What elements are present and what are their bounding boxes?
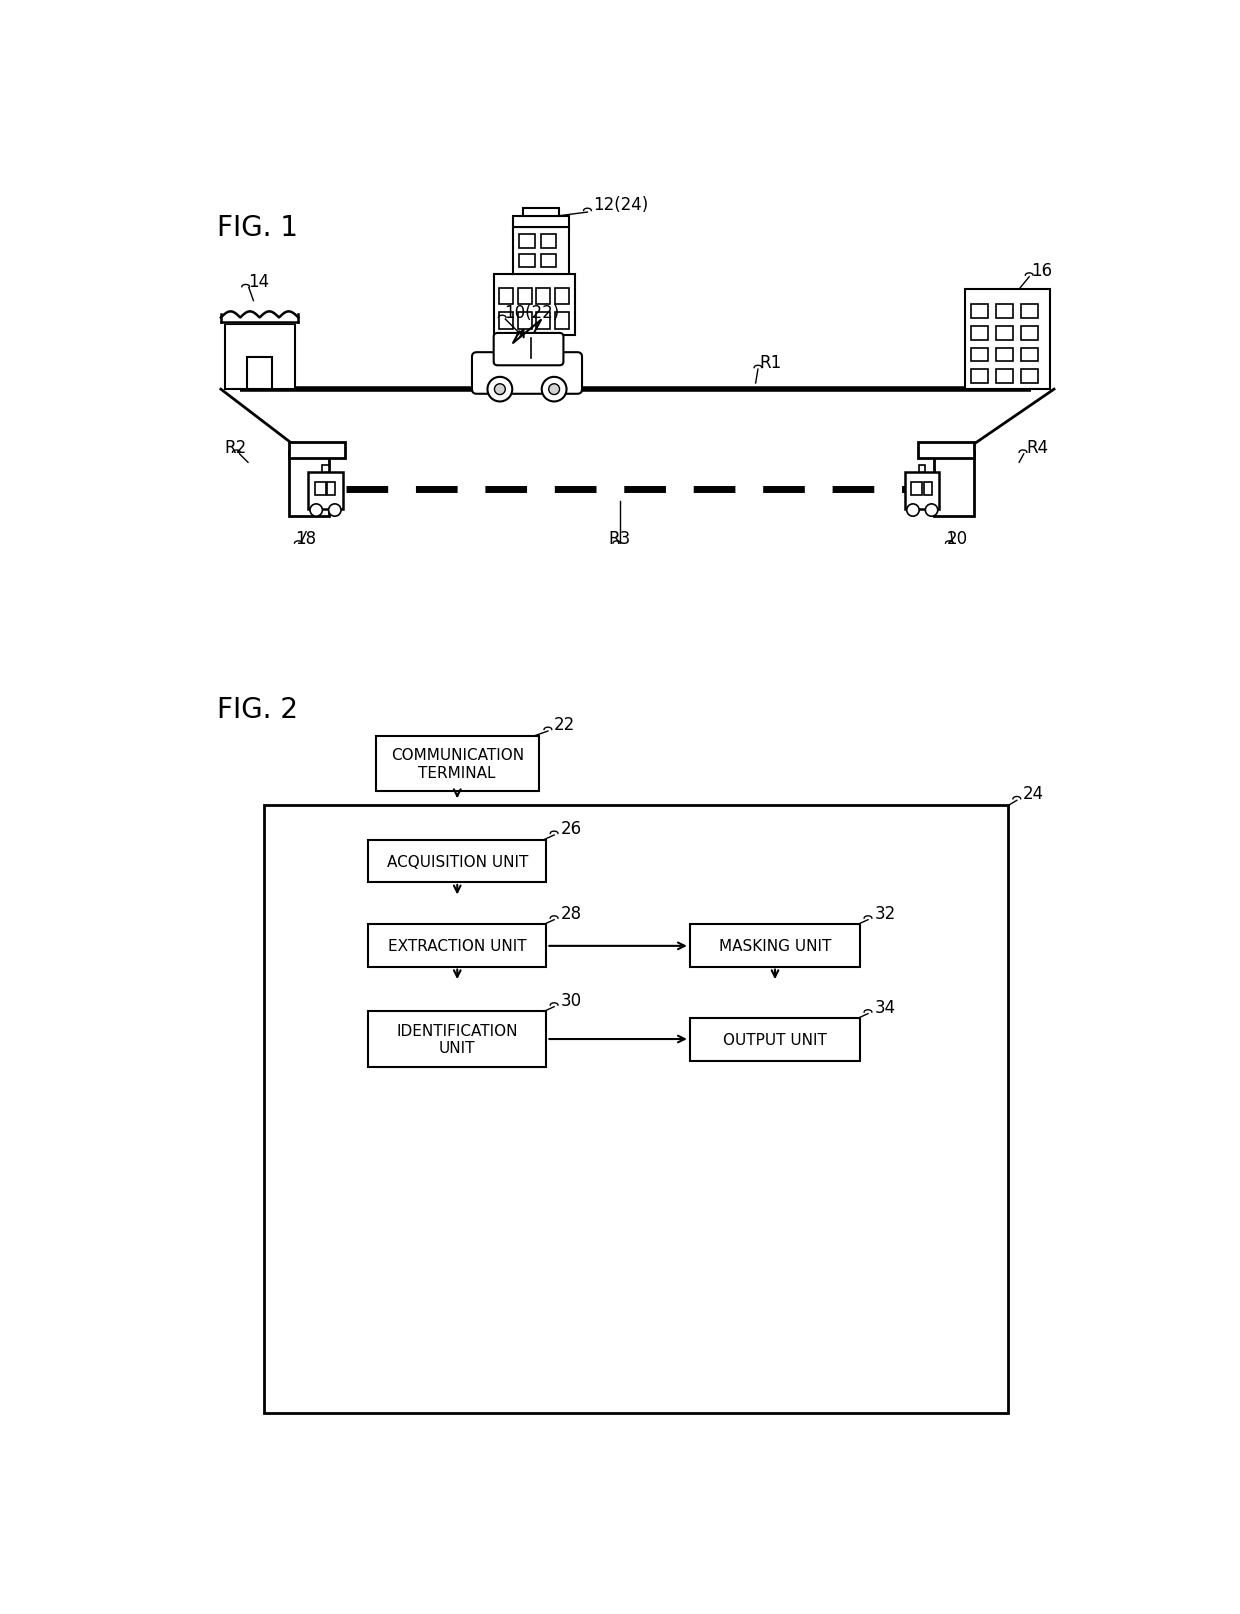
FancyBboxPatch shape <box>315 483 325 495</box>
Circle shape <box>925 505 937 516</box>
FancyBboxPatch shape <box>263 805 1007 1414</box>
FancyBboxPatch shape <box>498 289 513 305</box>
FancyBboxPatch shape <box>905 473 940 508</box>
FancyBboxPatch shape <box>518 313 532 329</box>
Text: R4: R4 <box>1027 439 1049 457</box>
Text: OUTPUT UNIT: OUTPUT UNIT <box>723 1033 827 1047</box>
FancyBboxPatch shape <box>996 370 1013 384</box>
Text: 28: 28 <box>560 904 582 922</box>
FancyBboxPatch shape <box>1021 370 1038 384</box>
Text: 32: 32 <box>874 904 895 922</box>
Text: 16: 16 <box>1030 261 1052 279</box>
FancyBboxPatch shape <box>1021 326 1038 341</box>
FancyBboxPatch shape <box>934 452 975 516</box>
Text: ACQUISITION UNIT: ACQUISITION UNIT <box>387 854 528 868</box>
Text: R2: R2 <box>224 439 247 457</box>
FancyBboxPatch shape <box>919 466 925 473</box>
FancyBboxPatch shape <box>689 925 861 967</box>
FancyBboxPatch shape <box>494 334 563 366</box>
FancyBboxPatch shape <box>541 236 557 249</box>
Text: FIG. 2: FIG. 2 <box>217 696 298 723</box>
Text: FIG. 1: FIG. 1 <box>217 215 298 242</box>
Text: 30: 30 <box>560 991 582 1009</box>
FancyBboxPatch shape <box>309 473 342 508</box>
Circle shape <box>906 505 919 516</box>
FancyBboxPatch shape <box>498 313 513 329</box>
FancyBboxPatch shape <box>971 305 988 320</box>
FancyBboxPatch shape <box>322 466 329 473</box>
FancyBboxPatch shape <box>996 326 1013 341</box>
Text: COMMUNICATION
TERMINAL: COMMUNICATION TERMINAL <box>391 747 523 780</box>
Circle shape <box>549 384 559 395</box>
FancyBboxPatch shape <box>1021 305 1038 320</box>
FancyBboxPatch shape <box>368 1012 547 1067</box>
Circle shape <box>329 505 341 516</box>
Circle shape <box>542 378 567 402</box>
Text: 18: 18 <box>295 529 316 547</box>
FancyBboxPatch shape <box>971 349 988 362</box>
FancyBboxPatch shape <box>289 442 345 458</box>
FancyBboxPatch shape <box>327 483 335 495</box>
Circle shape <box>310 505 322 516</box>
Text: 24: 24 <box>1023 784 1044 802</box>
FancyBboxPatch shape <box>556 313 569 329</box>
FancyBboxPatch shape <box>689 1018 861 1060</box>
FancyBboxPatch shape <box>996 349 1013 362</box>
FancyBboxPatch shape <box>924 483 931 495</box>
Text: 20: 20 <box>946 529 967 547</box>
FancyBboxPatch shape <box>971 326 988 341</box>
Text: IDENTIFICATION
UNIT: IDENTIFICATION UNIT <box>397 1023 518 1056</box>
FancyBboxPatch shape <box>971 370 988 384</box>
Text: R3: R3 <box>609 529 631 547</box>
Circle shape <box>487 378 512 402</box>
Text: 10(22): 10(22) <box>503 303 559 321</box>
FancyBboxPatch shape <box>368 925 547 967</box>
Text: 14: 14 <box>248 273 269 291</box>
FancyBboxPatch shape <box>556 289 569 305</box>
Circle shape <box>495 384 506 395</box>
FancyBboxPatch shape <box>513 228 569 274</box>
FancyBboxPatch shape <box>996 305 1013 320</box>
FancyBboxPatch shape <box>518 289 532 305</box>
Text: 12(24): 12(24) <box>593 197 649 215</box>
Text: R1: R1 <box>759 353 781 371</box>
Text: 34: 34 <box>874 997 895 1017</box>
FancyBboxPatch shape <box>495 274 575 336</box>
FancyBboxPatch shape <box>520 236 534 249</box>
Text: 26: 26 <box>560 820 582 838</box>
FancyBboxPatch shape <box>224 324 295 391</box>
FancyBboxPatch shape <box>368 839 547 883</box>
FancyBboxPatch shape <box>919 442 975 458</box>
FancyBboxPatch shape <box>523 210 559 216</box>
FancyBboxPatch shape <box>911 483 923 495</box>
Text: MASKING UNIT: MASKING UNIT <box>719 939 831 954</box>
FancyBboxPatch shape <box>541 255 557 268</box>
FancyBboxPatch shape <box>247 358 272 391</box>
FancyBboxPatch shape <box>536 313 551 329</box>
Text: EXTRACTION UNIT: EXTRACTION UNIT <box>388 939 527 954</box>
FancyBboxPatch shape <box>965 291 1050 391</box>
FancyBboxPatch shape <box>376 736 538 791</box>
FancyBboxPatch shape <box>520 255 534 268</box>
FancyBboxPatch shape <box>513 216 569 228</box>
Text: 22: 22 <box>554 715 575 734</box>
FancyBboxPatch shape <box>1021 349 1038 362</box>
FancyBboxPatch shape <box>289 452 330 516</box>
FancyBboxPatch shape <box>472 353 582 394</box>
FancyBboxPatch shape <box>536 289 551 305</box>
